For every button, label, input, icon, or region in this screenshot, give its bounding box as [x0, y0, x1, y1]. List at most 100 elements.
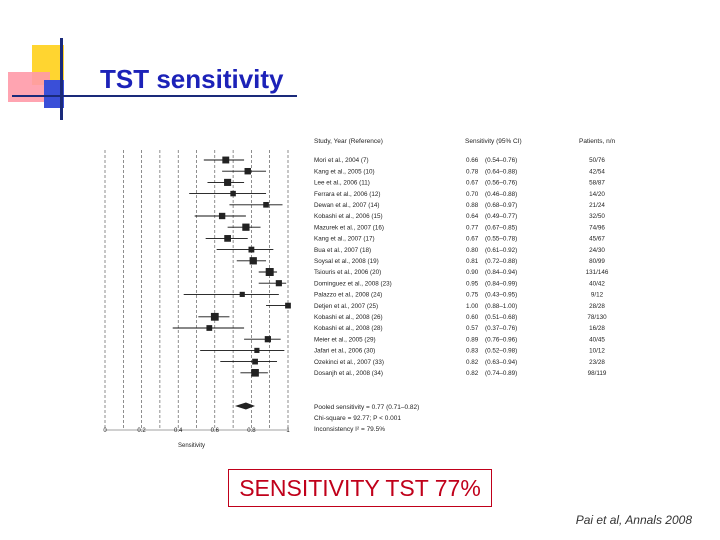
- study-name: Kang et al., 2007 (17): [314, 236, 375, 243]
- study-patients: 50/76: [589, 157, 605, 164]
- study-estimate: 0.66: [466, 157, 479, 164]
- study-point: [239, 291, 245, 297]
- forest-axis: 0 0.2 0.4 0.6 0.8 1: [103, 428, 290, 434]
- footer-line-2: Chi-square = 92.77; P < 0.001: [314, 415, 401, 422]
- study-point: [222, 156, 230, 164]
- study-name: Detjen et al., 2007 (25): [314, 303, 378, 310]
- study-patients: 24/30: [589, 247, 605, 254]
- study-ci: (0.54–0.76): [485, 157, 517, 164]
- tick-label: 0: [103, 428, 107, 434]
- study-patients: 9/12: [591, 292, 604, 299]
- study-estimate: 0.82: [466, 370, 479, 377]
- study-estimate: 0.64: [466, 213, 479, 220]
- study-point: [263, 201, 269, 208]
- study-point: [242, 223, 250, 231]
- study-name: Dosanjh et al., 2008 (34): [314, 370, 383, 377]
- study-patients: 45/67: [589, 236, 605, 243]
- study-patients: 78/130: [587, 314, 607, 321]
- study-estimate: 0.89: [466, 336, 479, 343]
- study-patients: 16/28: [589, 325, 605, 332]
- study-patients: 40/45: [589, 336, 605, 343]
- study-name: Dominguez et al., 2008 (23): [314, 280, 392, 287]
- tick-label: 1: [286, 428, 290, 434]
- study-name: Dewan et al., 2007 (14): [314, 202, 379, 209]
- citation: Pai et al, Annals 2008: [575, 513, 692, 527]
- study-ci: (0.46–0.88): [485, 191, 517, 198]
- study-estimate: 0.95: [466, 280, 479, 287]
- study-name: Mori et al., 2004 (7): [314, 157, 369, 164]
- title-underline: [12, 95, 297, 97]
- header-study: Study, Year (Reference): [314, 138, 383, 145]
- study-name: Palazzo et al., 2008 (24): [314, 292, 382, 299]
- study-point: [244, 167, 251, 175]
- study-point: [210, 312, 219, 321]
- study-ci: (0.51–0.68): [485, 314, 517, 321]
- tick-label: 0.4: [174, 428, 183, 434]
- study-patients: 32/50: [589, 213, 605, 220]
- study-point: [249, 257, 257, 265]
- study-ci: (0.64–0.88): [485, 168, 517, 175]
- study-ci: (0.56–0.76): [485, 180, 517, 187]
- study-point: [285, 302, 291, 309]
- study-ci: (0.84–0.99): [485, 280, 517, 287]
- study-ci: (0.43–0.95): [485, 292, 517, 299]
- study-estimate: 0.90: [466, 269, 479, 276]
- study-estimate: 0.77: [466, 224, 479, 231]
- study-ci: (0.72–0.88): [485, 258, 517, 265]
- study-point: [252, 358, 258, 365]
- study-estimate: 0.78: [466, 168, 479, 175]
- study-patients: 58/87: [589, 180, 605, 187]
- study-estimate: 0.67: [466, 236, 479, 243]
- study-ci: (0.84–0.94): [485, 269, 517, 276]
- study-estimate: 0.88: [466, 202, 479, 209]
- x-axis-label: Sensitivity: [178, 443, 205, 449]
- forest-studies: Mori et al., 2004 (7) 0.66 (0.54–0.76) 50/7…: [172, 156, 609, 410]
- study-name: Kang et al., 2005 (10): [314, 168, 375, 175]
- study-patients: 14/20: [589, 191, 605, 198]
- study-ci: (0.63–0.94): [485, 359, 517, 366]
- study-estimate: 0.80: [466, 247, 479, 254]
- study-point: [251, 368, 259, 377]
- study-name: Kobashi et al., 2008 (28): [314, 325, 383, 332]
- study-estimate: 0.67: [466, 180, 479, 187]
- study-ci: (0.49–0.77): [485, 213, 517, 220]
- logo-blue-square: [44, 80, 64, 108]
- study-patients: 23/28: [589, 359, 605, 366]
- study-name: Bua et al., 2007 (18): [314, 247, 371, 254]
- pooled-diamond: [234, 402, 256, 410]
- study-ci: (0.68–0.97): [485, 202, 517, 209]
- tick-label: 0.8: [247, 428, 256, 434]
- study-patients: 80/99: [589, 258, 605, 265]
- forest-plot: Mori et al., 2004 (7) 0.66 (0.54–0.76) 50/7…: [103, 138, 615, 449]
- study-patients: 28/28: [589, 303, 605, 310]
- logo-vertical-line: [60, 38, 63, 120]
- study-patients: 21/24: [589, 202, 605, 209]
- study-name: Soysal et al., 2008 (19): [314, 258, 379, 265]
- study-estimate: 0.57: [466, 325, 479, 332]
- study-ci: (0.55–0.78): [485, 236, 517, 243]
- header-sensitivity: Sensitivity (95% CI): [465, 138, 522, 145]
- summary-box: SENSITIVITY TST 77%: [228, 469, 492, 507]
- study-name: Ferrara et al., 2006 (12): [314, 191, 381, 198]
- study-point: [275, 280, 282, 287]
- study-name: Kobashi et al., 2006 (15): [314, 213, 383, 220]
- study-patients: 42/54: [589, 168, 605, 175]
- study-estimate: 0.82: [466, 359, 479, 366]
- forest-grid: [104, 150, 289, 430]
- study-ci: (0.67–0.85): [485, 224, 517, 231]
- study-estimate: 0.75: [466, 292, 479, 299]
- study-point: [265, 268, 274, 276]
- study-patients: 40/42: [589, 280, 605, 287]
- study-name: Tsiouris et al., 2006 (20): [314, 269, 381, 276]
- study-patients: 98/119: [588, 370, 607, 377]
- study-name: Ozekinci et al., 2007 (33): [314, 359, 384, 366]
- study-estimate: 0.60: [466, 314, 479, 321]
- study-name: Kobashi et al., 2008 (26): [314, 314, 383, 321]
- study-ci: (0.88–1.00): [485, 303, 517, 310]
- study-point: [248, 246, 255, 253]
- study-ci: (0.76–0.96): [485, 336, 517, 343]
- study-point: [218, 212, 226, 220]
- study-ci: (0.37–0.76): [485, 325, 517, 332]
- study-name: Mazurek et al., 2007 (16): [314, 224, 384, 231]
- study-point: [254, 347, 260, 353]
